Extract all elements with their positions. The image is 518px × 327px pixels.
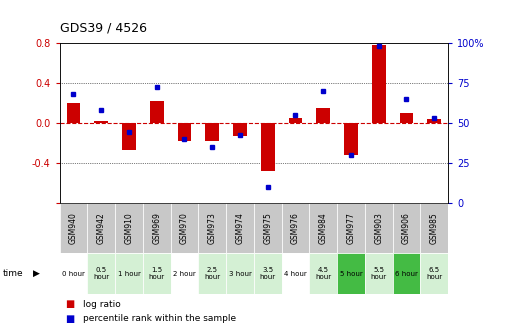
Bar [226, 203, 254, 253]
Bar [372, 44, 385, 123]
Bar [420, 253, 448, 294]
Text: GSM977: GSM977 [347, 212, 355, 244]
Bar [282, 253, 309, 294]
Text: GDS39 / 4526: GDS39 / 4526 [60, 21, 147, 34]
Bar [150, 101, 164, 123]
Bar [66, 103, 80, 123]
Text: 5 hour: 5 hour [340, 271, 362, 277]
Bar [420, 203, 448, 253]
Text: GSM984: GSM984 [319, 212, 328, 244]
Bar [254, 253, 282, 294]
Text: GSM975: GSM975 [263, 212, 272, 244]
Bar [178, 123, 191, 141]
Text: 3 hour: 3 hour [228, 271, 251, 277]
Bar [205, 123, 219, 141]
Bar [344, 123, 358, 155]
Bar [337, 203, 365, 253]
Bar [88, 203, 115, 253]
Bar [143, 253, 170, 294]
Text: GSM942: GSM942 [97, 212, 106, 244]
Bar [282, 203, 309, 253]
Bar [393, 203, 420, 253]
Text: 4 hour: 4 hour [284, 271, 307, 277]
Bar [198, 253, 226, 294]
Text: 6 hour: 6 hour [395, 271, 418, 277]
Text: GSM903: GSM903 [374, 212, 383, 244]
Bar [115, 253, 143, 294]
Bar [233, 123, 247, 136]
Text: GSM906: GSM906 [402, 212, 411, 244]
Bar [261, 123, 275, 171]
Text: 4.5
hour: 4.5 hour [315, 267, 331, 280]
Bar [309, 253, 337, 294]
Bar [254, 203, 282, 253]
Text: GSM973: GSM973 [208, 212, 217, 244]
Bar [115, 203, 143, 253]
Bar [170, 253, 198, 294]
Bar [337, 253, 365, 294]
Text: GSM985: GSM985 [430, 212, 439, 244]
Text: 5.5
hour: 5.5 hour [371, 267, 387, 280]
Bar [365, 253, 393, 294]
Bar [365, 203, 393, 253]
Text: 3.5
hour: 3.5 hour [260, 267, 276, 280]
Text: 1 hour: 1 hour [118, 271, 140, 277]
Bar [88, 253, 115, 294]
Bar [226, 253, 254, 294]
Bar [309, 203, 337, 253]
Text: ■: ■ [65, 299, 74, 309]
Bar [393, 253, 420, 294]
Bar [122, 123, 136, 150]
Bar [198, 203, 226, 253]
Text: GSM974: GSM974 [236, 212, 244, 244]
Text: GSM976: GSM976 [291, 212, 300, 244]
Text: 2.5
hour: 2.5 hour [204, 267, 220, 280]
Text: 2 hour: 2 hour [173, 271, 196, 277]
Text: 0 hour: 0 hour [62, 271, 85, 277]
Text: percentile rank within the sample: percentile rank within the sample [83, 314, 236, 323]
Bar [60, 203, 88, 253]
Text: 6.5
hour: 6.5 hour [426, 267, 442, 280]
Bar [170, 203, 198, 253]
Bar [60, 253, 88, 294]
Text: GSM970: GSM970 [180, 212, 189, 244]
Bar [94, 121, 108, 123]
Text: 1.5
hour: 1.5 hour [149, 267, 165, 280]
Text: ■: ■ [65, 314, 74, 324]
Bar [316, 108, 330, 123]
Bar [399, 112, 413, 123]
Bar [143, 203, 170, 253]
Text: 0.5
hour: 0.5 hour [93, 267, 109, 280]
Text: GSM910: GSM910 [124, 212, 134, 244]
Text: GSM969: GSM969 [152, 212, 161, 244]
Text: time: time [3, 269, 23, 278]
Bar [427, 119, 441, 123]
Text: ▶: ▶ [33, 269, 39, 278]
Text: GSM940: GSM940 [69, 212, 78, 244]
Bar [289, 118, 303, 123]
Text: log ratio: log ratio [83, 300, 121, 309]
